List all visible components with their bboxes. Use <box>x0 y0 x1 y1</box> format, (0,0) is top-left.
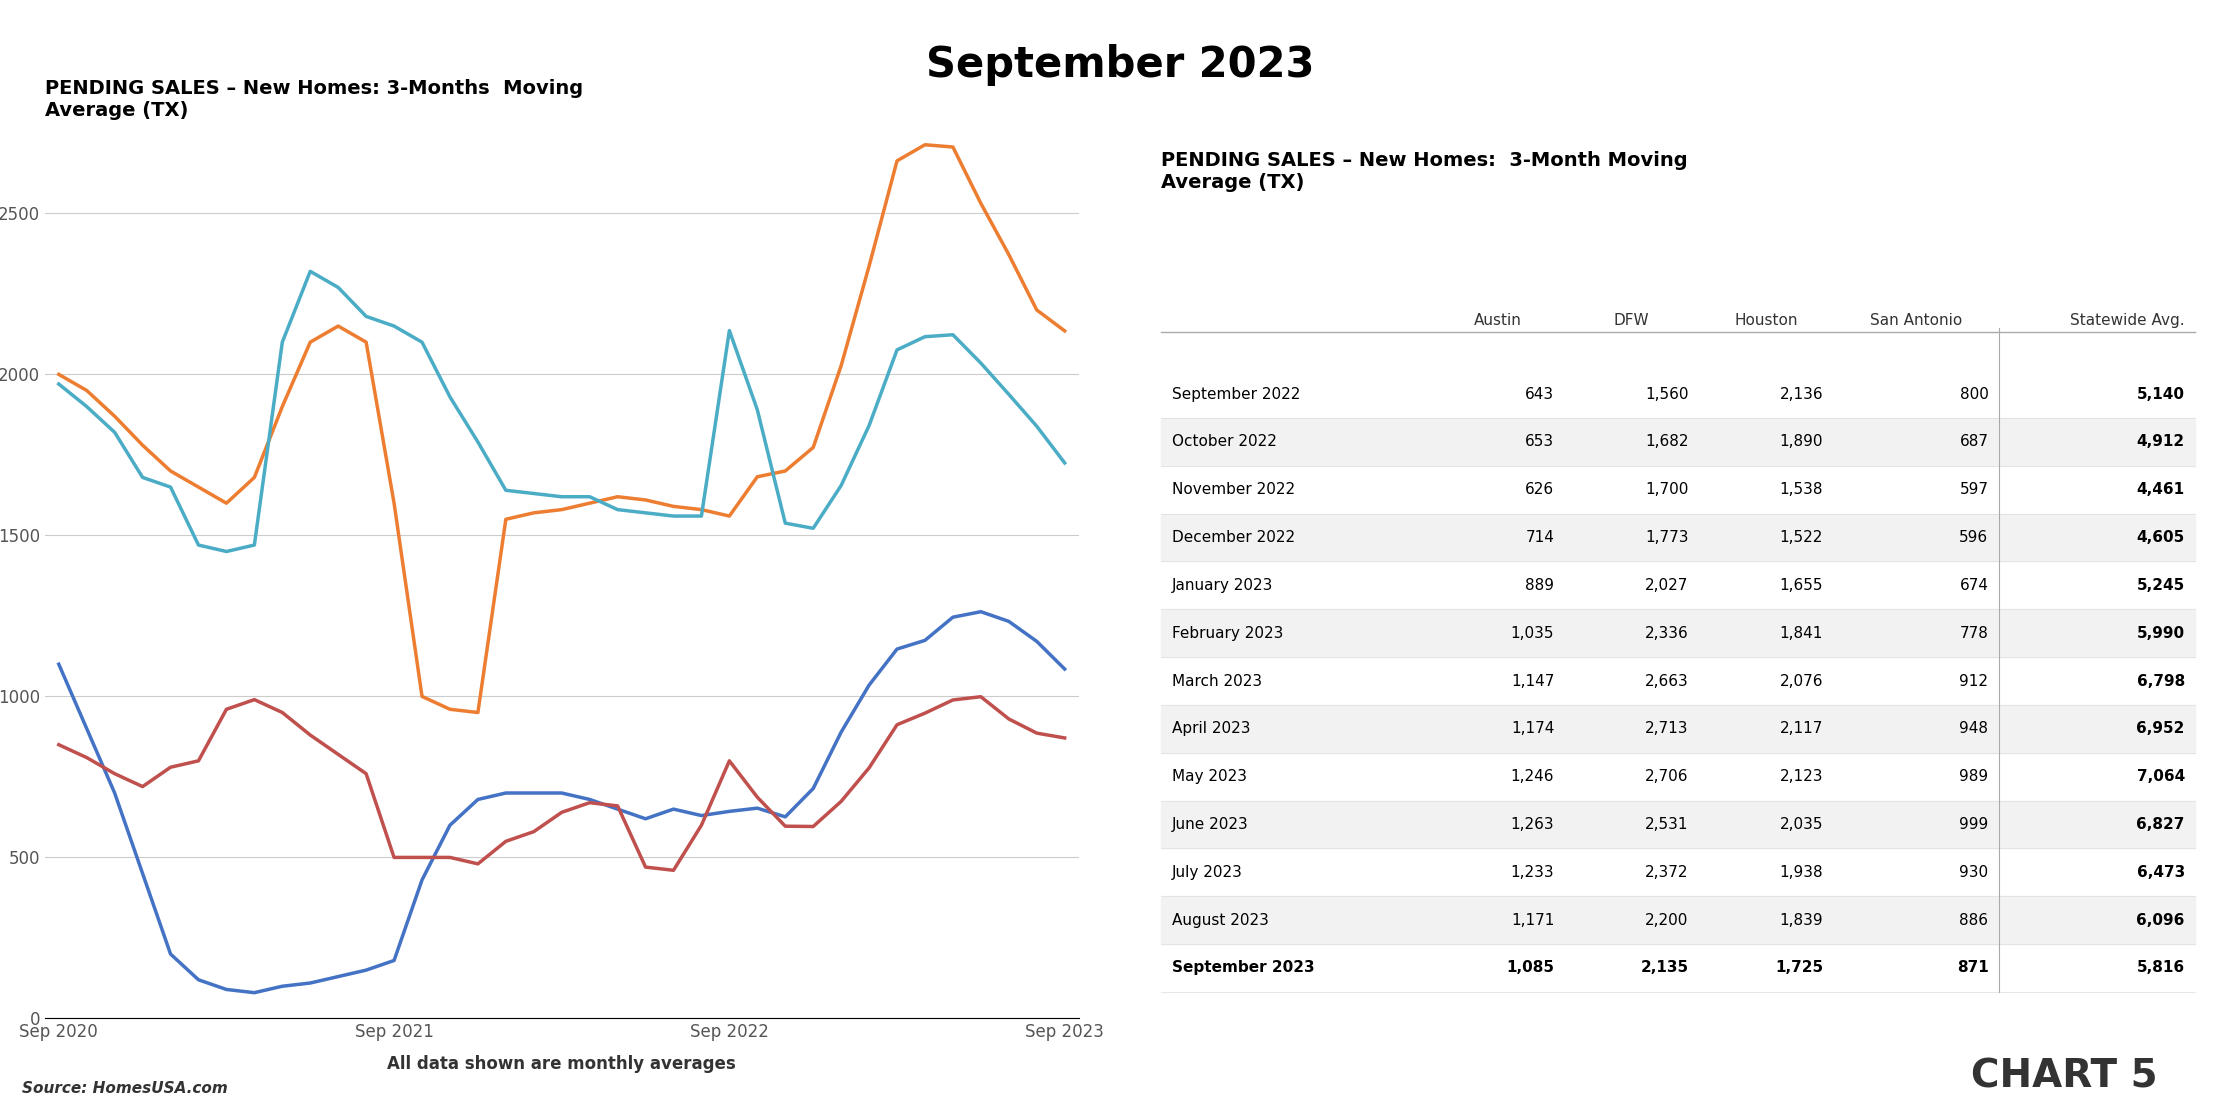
X-axis label: All data shown are monthly averages: All data shown are monthly averages <box>388 1055 737 1073</box>
Text: Statewide Avg.: Statewide Avg. <box>2070 312 2184 328</box>
Text: 1,171: 1,171 <box>1510 912 1555 928</box>
Text: 2,076: 2,076 <box>1779 673 1823 689</box>
Text: 5,990: 5,990 <box>2137 625 2184 641</box>
Text: CHART 5: CHART 5 <box>1971 1058 2157 1096</box>
Text: San Antonio: San Antonio <box>1870 312 1962 328</box>
Text: 2,336: 2,336 <box>1644 625 1689 641</box>
Text: 948: 948 <box>1960 722 1989 736</box>
Text: 778: 778 <box>1960 625 1989 641</box>
Text: December 2022: December 2022 <box>1172 530 1295 545</box>
Bar <box>1160 418 2195 466</box>
Text: 930: 930 <box>1960 865 1989 880</box>
Text: PENDING SALES – New Homes: 3-Months  Moving
Average (TX): PENDING SALES – New Homes: 3-Months Movi… <box>45 80 582 121</box>
Text: 6,096: 6,096 <box>2137 912 2184 928</box>
Text: 7,064: 7,064 <box>2137 769 2184 784</box>
Text: 597: 597 <box>1960 483 1989 497</box>
Text: 2,135: 2,135 <box>1640 961 1689 975</box>
Text: 714: 714 <box>1525 530 1555 545</box>
Text: 1,938: 1,938 <box>1779 865 1823 880</box>
Text: 4,461: 4,461 <box>2137 483 2184 497</box>
Text: September 2022: September 2022 <box>1172 386 1299 402</box>
Text: 886: 886 <box>1960 912 1989 928</box>
Text: 1,560: 1,560 <box>1644 386 1689 402</box>
Text: 674: 674 <box>1960 578 1989 593</box>
Text: June 2023: June 2023 <box>1172 817 1248 832</box>
Text: Houston: Houston <box>1734 312 1799 328</box>
Text: 6,952: 6,952 <box>2137 722 2184 736</box>
Bar <box>1160 514 2195 561</box>
Text: 999: 999 <box>1960 817 1989 832</box>
Text: March 2023: March 2023 <box>1172 673 1261 689</box>
Text: September 2023: September 2023 <box>925 44 1315 86</box>
Text: 1,538: 1,538 <box>1779 483 1823 497</box>
Text: 2,035: 2,035 <box>1779 817 1823 832</box>
Text: 2,706: 2,706 <box>1644 769 1689 784</box>
Text: Austin: Austin <box>1474 312 1521 328</box>
Text: 871: 871 <box>1958 961 1989 975</box>
Text: Source: HomesUSA.com: Source: HomesUSA.com <box>22 1080 228 1096</box>
Text: 1,725: 1,725 <box>1774 961 1823 975</box>
Text: 6,798: 6,798 <box>2137 673 2184 689</box>
Text: July 2023: July 2023 <box>1172 865 1243 880</box>
Text: 5,245: 5,245 <box>2137 578 2184 593</box>
Text: 687: 687 <box>1960 434 1989 449</box>
Text: 626: 626 <box>1525 483 1555 497</box>
Text: DFW: DFW <box>1615 312 1649 328</box>
Text: 653: 653 <box>1525 434 1555 449</box>
Text: 643: 643 <box>1525 386 1555 402</box>
Text: 1,233: 1,233 <box>1510 865 1555 880</box>
Text: 2,027: 2,027 <box>1644 578 1689 593</box>
Text: November 2022: November 2022 <box>1172 483 1295 497</box>
Text: 1,147: 1,147 <box>1510 673 1555 689</box>
Bar <box>1160 705 2195 753</box>
Text: 1,682: 1,682 <box>1644 434 1689 449</box>
Text: 2,136: 2,136 <box>1779 386 1823 402</box>
Text: January 2023: January 2023 <box>1172 578 1272 593</box>
Text: 4,605: 4,605 <box>2137 530 2184 545</box>
Text: 1,174: 1,174 <box>1510 722 1555 736</box>
Text: 4,912: 4,912 <box>2137 434 2184 449</box>
Text: September 2023: September 2023 <box>1172 961 1315 975</box>
Text: 989: 989 <box>1960 769 1989 784</box>
Text: 1,890: 1,890 <box>1779 434 1823 449</box>
Bar <box>1160 897 2195 944</box>
Text: 2,200: 2,200 <box>1644 912 1689 928</box>
Text: 912: 912 <box>1960 673 1989 689</box>
Text: 2,531: 2,531 <box>1644 817 1689 832</box>
Text: 2,117: 2,117 <box>1779 722 1823 736</box>
Text: 2,372: 2,372 <box>1644 865 1689 880</box>
Text: PENDING SALES – New Homes:  3-Month Moving
Average (TX): PENDING SALES – New Homes: 3-Month Movin… <box>1160 151 1689 192</box>
Text: 2,663: 2,663 <box>1644 673 1689 689</box>
Text: 1,035: 1,035 <box>1510 625 1555 641</box>
Bar <box>1160 609 2195 658</box>
Bar <box>1160 800 2195 848</box>
Text: 800: 800 <box>1960 386 1989 402</box>
Text: 1,522: 1,522 <box>1779 530 1823 545</box>
Text: 889: 889 <box>1525 578 1555 593</box>
Text: 2,713: 2,713 <box>1644 722 1689 736</box>
Text: 6,473: 6,473 <box>2137 865 2184 880</box>
Text: 1,773: 1,773 <box>1644 530 1689 545</box>
Text: 596: 596 <box>1960 530 1989 545</box>
Text: 2,123: 2,123 <box>1779 769 1823 784</box>
Text: 1,700: 1,700 <box>1644 483 1689 497</box>
Text: 1,841: 1,841 <box>1779 625 1823 641</box>
Text: May 2023: May 2023 <box>1172 769 1248 784</box>
Text: 1,246: 1,246 <box>1510 769 1555 784</box>
Text: 1,085: 1,085 <box>1505 961 1555 975</box>
Text: 5,140: 5,140 <box>2137 386 2184 402</box>
Text: 1,263: 1,263 <box>1510 817 1555 832</box>
Text: 1,839: 1,839 <box>1779 912 1823 928</box>
Text: February 2023: February 2023 <box>1172 625 1284 641</box>
Text: 1,655: 1,655 <box>1779 578 1823 593</box>
Text: August 2023: August 2023 <box>1172 912 1268 928</box>
Text: 6,827: 6,827 <box>2137 817 2184 832</box>
Text: April 2023: April 2023 <box>1172 722 1250 736</box>
Text: October 2022: October 2022 <box>1172 434 1277 449</box>
Text: 5,816: 5,816 <box>2137 961 2184 975</box>
